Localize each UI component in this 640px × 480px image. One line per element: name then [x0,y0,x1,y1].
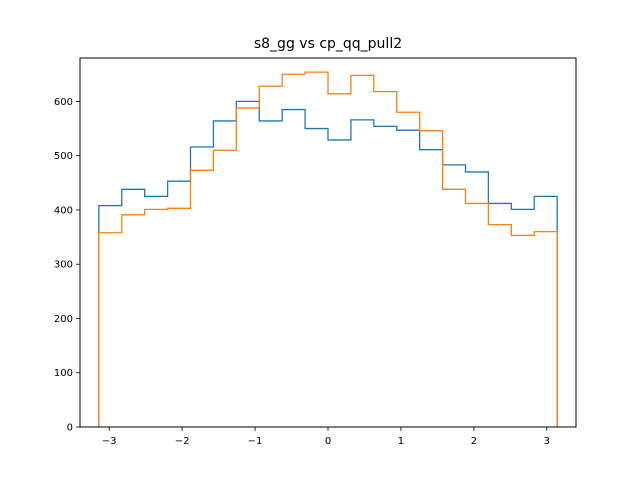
x-tick-label: 3 [544,436,550,447]
y-tick-label: 0 [67,423,73,434]
axes: −3 −2 −1 0 1 2 3 0 100 200 300 400 500 600 [54,57,577,447]
y-tick-label: 400 [54,205,73,216]
plot-area [98,71,558,427]
y-tick-label: 500 [54,151,73,162]
axes-frame [79,57,577,428]
x-tick-label: −3 [102,436,117,447]
x-tick-label: 2 [471,436,477,447]
y-tick-label: 100 [54,368,73,379]
histogram-series-0 [98,100,558,427]
x-tick-label: 1 [398,436,404,447]
y-tick-label: 600 [54,97,73,108]
x-tick-label: −1 [248,436,263,447]
x-tick-label: −2 [175,436,190,447]
chart-title: s8_gg vs cp_qq_pull2 [254,36,402,52]
x-tick-label: 0 [325,436,331,447]
y-tick-label: 200 [54,314,73,325]
y-tick-label: 300 [54,260,73,271]
histogram-series-1 [98,71,558,427]
